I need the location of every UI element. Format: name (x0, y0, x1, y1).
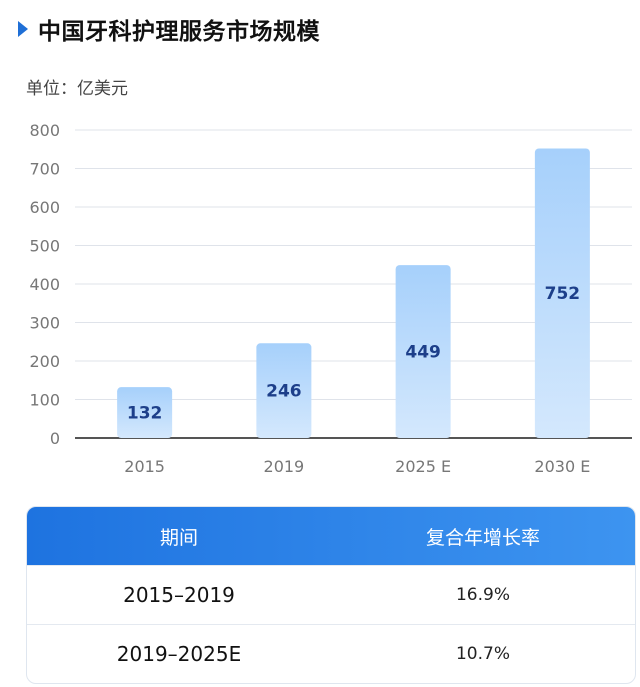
x-tick-label: 2015 (124, 457, 165, 476)
y-tick-label: 400 (29, 275, 60, 294)
triangle-marker-icon (18, 21, 28, 37)
header-cagr: 复合年增长率 (425, 526, 540, 549)
y-tick-label: 300 (29, 314, 60, 333)
y-tick-label: 200 (29, 352, 60, 371)
row-period: 2015–2019 (123, 583, 235, 607)
y-tick-label: 800 (29, 121, 60, 140)
bar-value-label: 752 (545, 284, 581, 304)
chart-title-row: 中国牙科护理服务市场规模 (18, 12, 320, 46)
y-tick-label: 100 (29, 391, 60, 410)
x-tick-label: 2030 E (534, 457, 590, 476)
x-tick-label: 2019 (264, 457, 305, 476)
row-cagr: 10.7% (455, 644, 510, 664)
chart-title: 中国牙科护理服务市场规模 (38, 19, 320, 45)
bar (117, 387, 173, 438)
bar-chart: 0 100 200 300 400 500 600 700 800 132 2015 246 2019 4… (29, 121, 632, 476)
unit-label: 单位：亿美元 (26, 79, 128, 99)
table-row: 2019–2025E 10.7% (27, 624, 635, 683)
bar (534, 148, 590, 439)
y-tick-label: 500 (29, 237, 60, 256)
y-tick-label: 600 (29, 198, 60, 217)
y-tick-label: 0 (50, 429, 60, 448)
header-period: 期间 (159, 526, 198, 549)
row-cagr: 16.9% (455, 585, 510, 605)
bar (395, 265, 451, 438)
bar (256, 343, 312, 438)
bar-value-label: 132 (127, 404, 163, 424)
y-tick-label: 700 (29, 160, 60, 179)
bar-value-label: 246 (266, 382, 302, 402)
growth-rate-table: 期间 复合年增长率 2015–2019 16.9% 2019–2025E 10.… (26, 506, 636, 684)
bar-value-label: 449 (405, 343, 441, 363)
table-row: 2015–2019 16.9% (27, 565, 635, 624)
row-period: 2019–2025E (116, 642, 242, 666)
table-header: 期间 复合年增长率 (27, 507, 635, 565)
x-tick-label: 2025 E (395, 457, 451, 476)
